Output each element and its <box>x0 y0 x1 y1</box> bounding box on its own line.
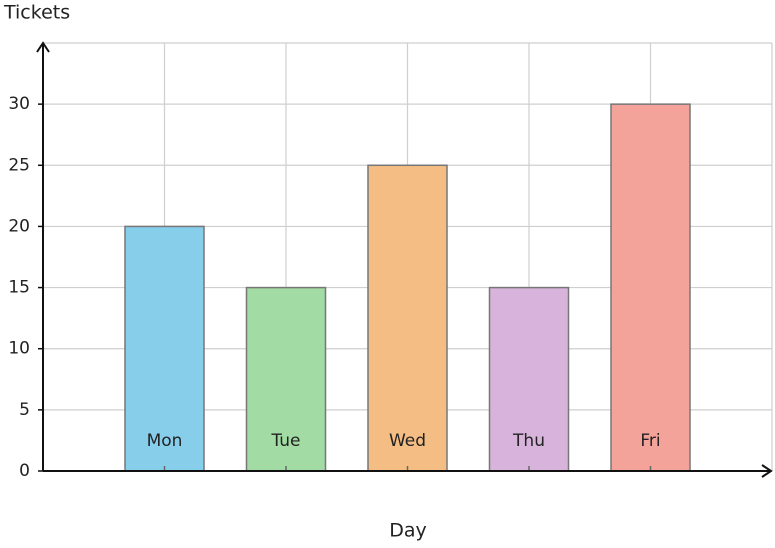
bar <box>367 164 448 472</box>
y-axis-label: Tickets <box>3 2 70 24</box>
x-axis-arrow <box>761 464 773 478</box>
y-tick-label: 30 <box>8 94 30 114</box>
y-tick-label: 5 <box>19 400 30 420</box>
bar <box>124 225 205 472</box>
bar <box>610 103 691 472</box>
y-tick-label: 25 <box>8 155 30 175</box>
x-tick-label: Fri <box>640 431 660 451</box>
x-tick-label: Tue <box>270 431 300 451</box>
x-tick-label: Wed <box>389 431 426 451</box>
y-tick-label: 15 <box>8 278 30 298</box>
y-axis-arrow <box>36 41 50 53</box>
x-tick-label: Thu <box>512 431 545 451</box>
y-tick-label: 0 <box>19 461 30 481</box>
x-tick-label: Mon <box>147 431 183 451</box>
x-axis-label: Day <box>389 520 427 542</box>
bar <box>488 286 570 472</box>
y-tick-label: 10 <box>8 339 30 359</box>
y-tick-label: 20 <box>8 216 30 236</box>
